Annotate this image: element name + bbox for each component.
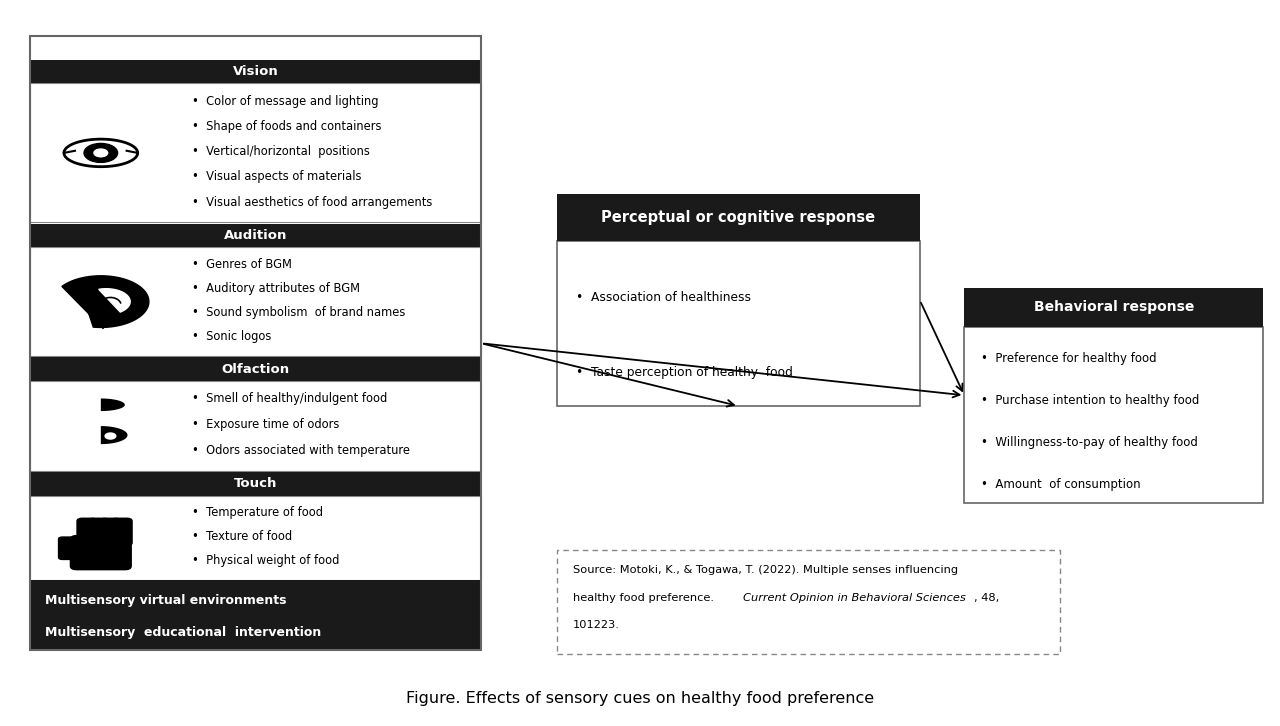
FancyBboxPatch shape (29, 381, 481, 470)
Text: Perceptual or cognitive response: Perceptual or cognitive response (602, 210, 876, 225)
Text: Olfaction: Olfaction (221, 362, 289, 375)
FancyBboxPatch shape (70, 536, 132, 570)
Text: •  Odors associated with temperature: • Odors associated with temperature (192, 444, 411, 457)
Text: •  Color of message and lighting: • Color of message and lighting (192, 94, 379, 107)
FancyBboxPatch shape (88, 518, 109, 546)
FancyBboxPatch shape (59, 537, 78, 560)
FancyBboxPatch shape (964, 327, 1263, 503)
FancyBboxPatch shape (557, 241, 920, 406)
Polygon shape (101, 399, 128, 444)
Circle shape (84, 144, 118, 163)
Text: •  Preference for healthy food: • Preference for healthy food (980, 352, 1156, 365)
FancyBboxPatch shape (557, 550, 1060, 653)
Text: •  Temperature of food: • Temperature of food (192, 506, 324, 519)
Circle shape (93, 149, 108, 157)
FancyBboxPatch shape (964, 287, 1263, 327)
Polygon shape (64, 139, 138, 167)
Circle shape (105, 433, 115, 439)
Text: Audition: Audition (224, 229, 287, 242)
Text: •  Exposure time of odors: • Exposure time of odors (192, 418, 339, 431)
Polygon shape (61, 276, 148, 329)
FancyBboxPatch shape (77, 518, 97, 546)
FancyBboxPatch shape (557, 195, 920, 241)
FancyBboxPatch shape (29, 248, 481, 356)
Polygon shape (99, 289, 131, 312)
Text: Touch: Touch (234, 478, 276, 491)
FancyBboxPatch shape (29, 357, 481, 381)
Text: •  Auditory attributes of BGM: • Auditory attributes of BGM (192, 282, 361, 295)
Text: •  Genres of BGM: • Genres of BGM (192, 258, 292, 271)
FancyBboxPatch shape (29, 579, 481, 650)
Text: healthy food preference.: healthy food preference. (572, 592, 717, 603)
FancyBboxPatch shape (101, 518, 120, 546)
Circle shape (86, 433, 96, 439)
Text: •  Physical weight of food: • Physical weight of food (192, 554, 339, 567)
Text: Vision: Vision (233, 65, 278, 78)
Text: Multisensory  educational  intervention: Multisensory educational intervention (45, 626, 321, 639)
Text: •  Smell of healthy/indulgent food: • Smell of healthy/indulgent food (192, 392, 388, 405)
Text: •  Shape of foods and containers: • Shape of foods and containers (192, 120, 381, 133)
Text: •  Association of healthiness: • Association of healthiness (576, 291, 751, 303)
Text: •  Purchase intention to healthy food: • Purchase intention to healthy food (980, 394, 1199, 407)
Text: Figure. Effects of sensory cues on healthy food preference: Figure. Effects of sensory cues on healt… (406, 691, 874, 706)
Text: •  Amount  of consumption: • Amount of consumption (980, 478, 1140, 491)
FancyBboxPatch shape (29, 496, 481, 579)
Text: Multisensory virtual environments: Multisensory virtual environments (45, 594, 287, 607)
Text: Current Opinion in Behavioral Sciences: Current Opinion in Behavioral Sciences (742, 592, 965, 603)
Text: •  Sound symbolism  of brand names: • Sound symbolism of brand names (192, 306, 406, 319)
Text: Source: Motoki, K., & Togawa, T. (2022). Multiple senses influencing: Source: Motoki, K., & Togawa, T. (2022).… (572, 566, 957, 576)
Text: •  Texture of food: • Texture of food (192, 530, 293, 543)
FancyBboxPatch shape (29, 224, 481, 248)
Text: •  Vertical/horizontal  positions: • Vertical/horizontal positions (192, 145, 370, 158)
Text: •  Willingness-to-pay of healthy food: • Willingness-to-pay of healthy food (980, 436, 1198, 449)
Text: •  Sonic logos: • Sonic logos (192, 330, 271, 343)
Text: •  Visual aspects of materials: • Visual aspects of materials (192, 171, 362, 184)
FancyBboxPatch shape (29, 472, 481, 496)
Text: , 48,: , 48, (974, 592, 1000, 603)
Text: Behavioral response: Behavioral response (1033, 301, 1194, 314)
FancyBboxPatch shape (113, 518, 132, 546)
Text: •  Taste perception of healthy  food: • Taste perception of healthy food (576, 366, 794, 379)
FancyBboxPatch shape (29, 83, 481, 222)
Text: 101223.: 101223. (572, 620, 620, 630)
FancyBboxPatch shape (29, 60, 481, 83)
Text: •  Visual aesthetics of food arrangements: • Visual aesthetics of food arrangements (192, 196, 433, 208)
